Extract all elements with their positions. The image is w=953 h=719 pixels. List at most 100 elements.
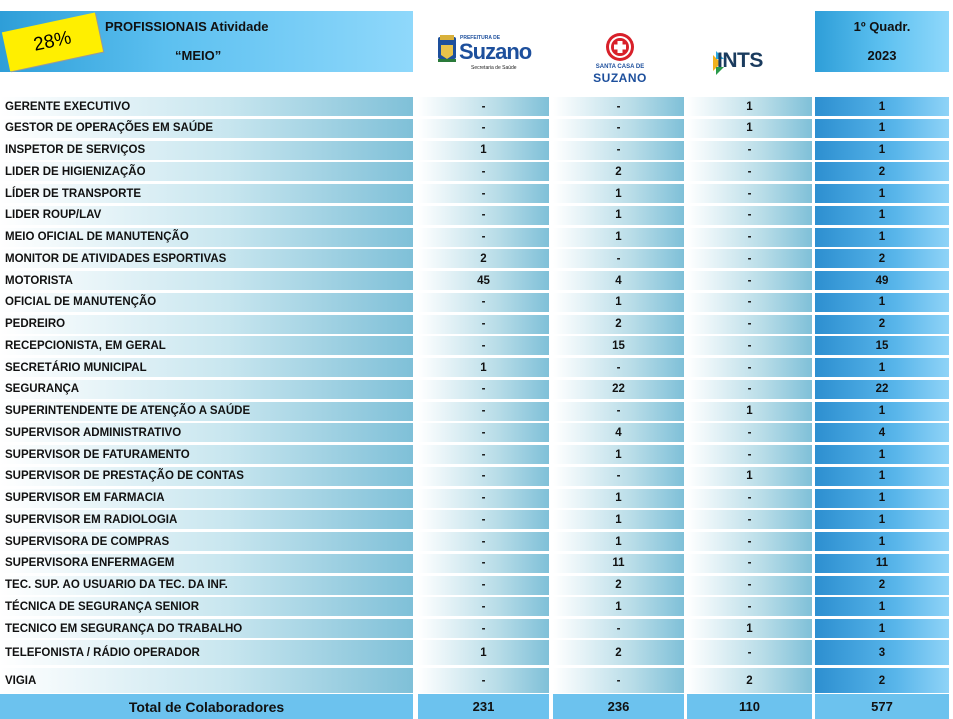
santa-casa-count-cell: - xyxy=(553,140,684,160)
santa-casa-count-cell: 4 xyxy=(553,271,684,290)
ints-count-cell: 1 xyxy=(687,97,812,116)
table-row: SUPERINTENDENTE DE ATENÇÃO A SAÚDE - -1 1 xyxy=(0,401,953,421)
santa-casa-count-cell: 11 xyxy=(553,553,684,573)
ints-logo: INTS xyxy=(713,48,763,78)
total-count-cell: 11 xyxy=(815,553,949,573)
city-crest-icon xyxy=(438,35,456,62)
santa-casa-count-cell: - xyxy=(553,358,684,377)
period-line1: 1º Quadr. xyxy=(853,19,911,34)
santa-casa-count-cell: 22 xyxy=(553,379,684,399)
table-row: SUPERVISORA ENFERMAGEM -11-11 xyxy=(0,553,953,573)
santa-casa-count-cell: 15 xyxy=(553,336,684,356)
period-line2: 2023 xyxy=(867,48,897,63)
red-cross-icon xyxy=(606,33,634,61)
prefeitura-count-cell: - xyxy=(418,184,549,203)
role-name-cell: VIGIA xyxy=(0,668,413,693)
table-row: SUPERVISOR DE PRESTAÇÃO DE CONTAS - -1 1 xyxy=(0,466,953,486)
ints-count-cell: - xyxy=(687,553,812,573)
role-name-cell: LIDER ROUP/LAV xyxy=(0,205,413,225)
total-count-cell: 1 xyxy=(815,401,949,421)
prefeitura-count-cell: 1 xyxy=(418,358,549,377)
prefeitura-count-cell: - xyxy=(418,336,549,356)
prefeitura-count-cell: 1 xyxy=(418,640,549,665)
ints-count-cell: - xyxy=(687,532,812,551)
role-name-cell: OFICIAL DE MANUTENÇÃO xyxy=(0,292,413,312)
ints-count-cell: - xyxy=(687,640,812,665)
santa-casa-count-cell: 1 xyxy=(553,510,684,530)
ints-count-cell: - xyxy=(687,575,812,595)
total-count-cell: 1 xyxy=(815,510,949,530)
prefeitura-count-cell: - xyxy=(418,553,549,573)
role-name-cell: MOTORISTA xyxy=(0,271,413,290)
ints-count-cell: - xyxy=(687,510,812,530)
ints-count-cell: 1 xyxy=(687,118,812,138)
role-name-cell: SEGURANÇA xyxy=(0,379,413,399)
ints-count-cell: 110 xyxy=(687,694,812,719)
table-row: GESTOR DE OPERAÇÕES EM SAÚDE - -1 1 xyxy=(0,118,953,138)
table-row: TELEFONISTA / RÁDIO OPERADOR 1 2-3 xyxy=(0,640,953,665)
santa-casa-line2: SUZANO xyxy=(593,71,647,85)
santa-casa-count-cell: 2 xyxy=(553,640,684,665)
prefeitura-count-cell: - xyxy=(418,488,549,508)
role-name-cell: SUPERVISORA ENFERMAGEM xyxy=(0,553,413,573)
total-count-cell: 1 xyxy=(815,97,949,116)
table-row: GERENTE EXECUTIVO - -1 1 xyxy=(0,97,953,116)
table-row: PEDREIRO -2-2 xyxy=(0,314,953,334)
total-count-cell: 1 xyxy=(815,292,949,312)
table-header-period: 1º Quadr. 2023 xyxy=(815,11,949,72)
table-row: MEIO OFICIAL DE MANUTENÇÃO -1-1 xyxy=(0,227,953,247)
ints-count-cell: - xyxy=(687,423,812,443)
ints-count-cell: 1 xyxy=(687,401,812,421)
ints-count-cell: - xyxy=(687,227,812,247)
role-name-cell: TELEFONISTA / RÁDIO OPERADOR xyxy=(0,640,413,665)
table-row: SUPERVISOR EM FARMACIA -1-1 xyxy=(0,488,953,508)
total-count-cell: 1 xyxy=(815,227,949,247)
suzano-logo-name: Suzano xyxy=(459,39,532,64)
ints-count-cell: 1 xyxy=(687,466,812,486)
total-count-cell: 1 xyxy=(815,140,949,160)
role-name-cell: GESTOR DE OPERAÇÕES EM SAÚDE xyxy=(0,118,413,138)
role-name-cell: SUPERVISOR EM RADIOLOGIA xyxy=(0,510,413,530)
suzano-logo-small: PREFEITURA DE xyxy=(460,35,501,41)
prefeitura-count-cell: - xyxy=(418,292,549,312)
table-row: SUPERVISOR DE FATURAMENTO -1-1 xyxy=(0,445,953,464)
role-name-cell: SUPERVISOR DE FATURAMENTO xyxy=(0,445,413,464)
total-count-cell: 1 xyxy=(815,205,949,225)
role-name-cell: TECNICO EM SEGURANÇA DO TRABALHO xyxy=(0,619,413,638)
prefeitura-count-cell: - xyxy=(418,668,549,693)
role-name-cell: SUPERVISORA DE COMPRAS xyxy=(0,532,413,551)
total-count-cell: 1 xyxy=(815,118,949,138)
ints-count-cell: - xyxy=(687,314,812,334)
header-title-line1: PROFISSIONAIS Atividade xyxy=(105,19,269,34)
role-name-cell: MONITOR DE ATIVIDADES ESPORTIVAS xyxy=(0,249,413,269)
prefeitura-count-cell: - xyxy=(418,466,549,486)
table-row: LÍDER DE TRANSPORTE -1-1 xyxy=(0,184,953,203)
role-name-cell: SECRETÁRIO MUNICIPAL xyxy=(0,358,413,377)
ints-count-cell: - xyxy=(687,271,812,290)
suzano-logo-sub: Secretaria de Saúde xyxy=(471,65,517,71)
ints-logo-name: INTS xyxy=(717,49,763,72)
table-row: SUPERVISOR ADMINISTRATIVO -4-4 xyxy=(0,423,953,443)
santa-casa-count-cell: 1 xyxy=(553,597,684,617)
role-name-cell: GERENTE EXECUTIVO xyxy=(0,97,413,116)
ints-count-cell: - xyxy=(687,205,812,225)
table-row: RECEPCIONISTA, EM GERAL -15-15 xyxy=(0,336,953,356)
role-name-cell: PEDREIRO xyxy=(0,314,413,334)
table-row: TEC. SUP. AO USUARIO DA TEC. DA INF. -2-2 xyxy=(0,575,953,595)
table-row: TECNICO EM SEGURANÇA DO TRABALHO - -1 1 xyxy=(0,619,953,638)
santa-casa-count-cell: 1 xyxy=(553,488,684,508)
ints-count-cell: - xyxy=(687,140,812,160)
ints-count-cell: - xyxy=(687,249,812,269)
total-count-cell: 1 xyxy=(815,466,949,486)
role-name-cell: RECEPCIONISTA, EM GERAL xyxy=(0,336,413,356)
prefeitura-count-cell: - xyxy=(418,510,549,530)
prefeitura-count-cell: 231 xyxy=(418,694,549,719)
prefeitura-count-cell: - xyxy=(418,423,549,443)
santa-casa-count-cell: 4 xyxy=(553,423,684,443)
role-name-cell: MEIO OFICIAL DE MANUTENÇÃO xyxy=(0,227,413,247)
role-name-cell: SUPERVISOR ADMINISTRATIVO xyxy=(0,423,413,443)
suzano-city-logo: PREFEITURA DE Suzano Secretaria de Saúde xyxy=(436,33,536,78)
table-row: OFICIAL DE MANUTENÇÃO -1-1 xyxy=(0,292,953,312)
ints-count-cell: - xyxy=(687,292,812,312)
total-count-cell: 3 xyxy=(815,640,949,665)
